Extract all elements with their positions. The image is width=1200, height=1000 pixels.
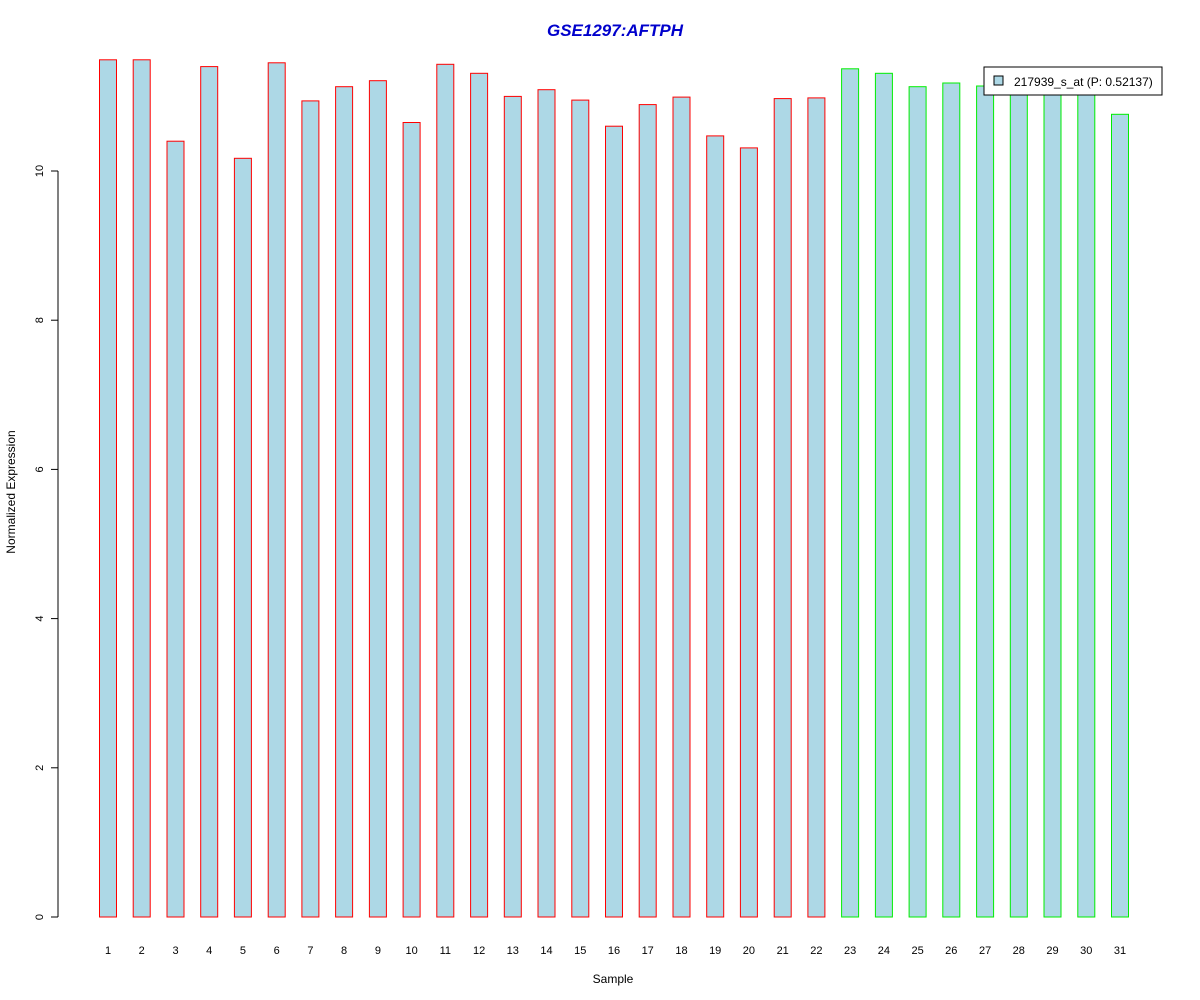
x-tick-label: 30	[1080, 945, 1092, 957]
bar-sample-7	[301, 100, 320, 918]
bar-sample-5	[233, 157, 252, 918]
bar-sample-16	[605, 125, 623, 918]
x-tick-label: 2	[139, 945, 145, 957]
y-tick-label: 2	[34, 765, 46, 771]
x-tick-label: 8	[341, 945, 347, 957]
bar-sample-24	[874, 72, 893, 918]
bar-sample-11	[436, 63, 455, 918]
x-tick-label: 21	[777, 945, 789, 957]
bar-sample-22	[807, 97, 826, 918]
x-tick-label: 6	[274, 945, 280, 957]
bar-sample-6	[267, 62, 286, 918]
bar-sample-23	[841, 68, 860, 918]
x-tick-label: 31	[1114, 945, 1126, 957]
x-tick-label: 22	[810, 945, 822, 957]
x-tick-label: 18	[675, 945, 687, 957]
x-tick-label: 28	[1013, 945, 1025, 957]
x-tick-label: 24	[878, 945, 890, 957]
y-axis-label: Normalized Expression	[4, 430, 18, 553]
bar-sample-12	[470, 72, 489, 918]
bar-sample-2	[132, 59, 151, 918]
bar-sample-10	[402, 122, 421, 918]
x-axis-label: Sample	[593, 972, 634, 986]
legend-swatch	[993, 75, 1004, 86]
x-tick-label: 11	[440, 945, 451, 957]
bar-sample-3	[166, 140, 185, 918]
bar-sample-8	[335, 86, 354, 918]
y-tick-label: 10	[34, 165, 46, 177]
bar-sample-26	[942, 82, 961, 918]
bar-sample-13	[503, 95, 522, 918]
x-tick-label: 9	[375, 945, 381, 957]
bar-sample-28	[1009, 90, 1028, 918]
x-tick-labels: 1 2 3 4 5 6 7 8 9 10 11 12 13 14 15 16 17 18 19 20 21 22 23 24 2…	[105, 945, 1126, 957]
legend: 217939_s_at (P: 0.52137)	[983, 66, 1163, 96]
x-tick-label: 1	[105, 945, 111, 957]
chart-title: GSE1297:AFTPH	[547, 21, 684, 40]
bar-sample-4	[200, 66, 219, 918]
bar-sample-31	[1111, 113, 1129, 918]
bar-sample-15	[571, 99, 590, 918]
x-tick-label: 3	[172, 945, 178, 957]
x-tick-label: 25	[911, 945, 923, 957]
x-tick-label: 19	[709, 945, 721, 957]
bar-sample-9	[368, 80, 387, 918]
y-tick-label: 0	[34, 914, 46, 920]
bar-sample-27	[976, 85, 995, 918]
x-tick-label: 20	[743, 945, 755, 957]
x-tick-label: 17	[642, 945, 654, 957]
bars-group	[99, 59, 1129, 918]
legend-box	[983, 66, 1163, 96]
bar-sample-18	[672, 96, 691, 918]
bar-sample-19	[706, 135, 725, 918]
x-tick-label: 10	[405, 945, 417, 957]
x-tick-label: 5	[240, 945, 246, 957]
bar-sample-30	[1077, 91, 1096, 918]
x-tick-label: 13	[507, 945, 519, 957]
y-axis: 0 2 4 6 8 10	[34, 165, 59, 920]
x-tick-label: 23	[844, 945, 856, 957]
x-tick-label: 27	[979, 945, 991, 957]
bar-sample-17	[638, 104, 657, 918]
bar-sample-14	[537, 89, 556, 918]
x-tick-label: 14	[540, 945, 552, 957]
legend-label: 217939_s_at (P: 0.52137)	[1014, 75, 1153, 89]
y-tick-label: 6	[34, 466, 46, 472]
x-tick-label: 4	[206, 945, 212, 957]
x-tick-label: 7	[307, 945, 313, 957]
y-tick-label: 4	[34, 616, 46, 622]
y-tick-label: 8	[34, 317, 46, 323]
x-tick-label: 12	[473, 945, 485, 957]
x-tick-label: 29	[1046, 945, 1058, 957]
bar-sample-25	[908, 86, 927, 918]
x-tick-label: 15	[574, 945, 586, 957]
x-tick-label: 16	[608, 945, 620, 957]
bar-sample-20	[739, 147, 758, 918]
bar-sample-1	[99, 59, 117, 918]
bar-sample-29	[1043, 90, 1062, 918]
x-tick-label: 26	[945, 945, 957, 957]
bar-sample-21	[773, 98, 792, 918]
